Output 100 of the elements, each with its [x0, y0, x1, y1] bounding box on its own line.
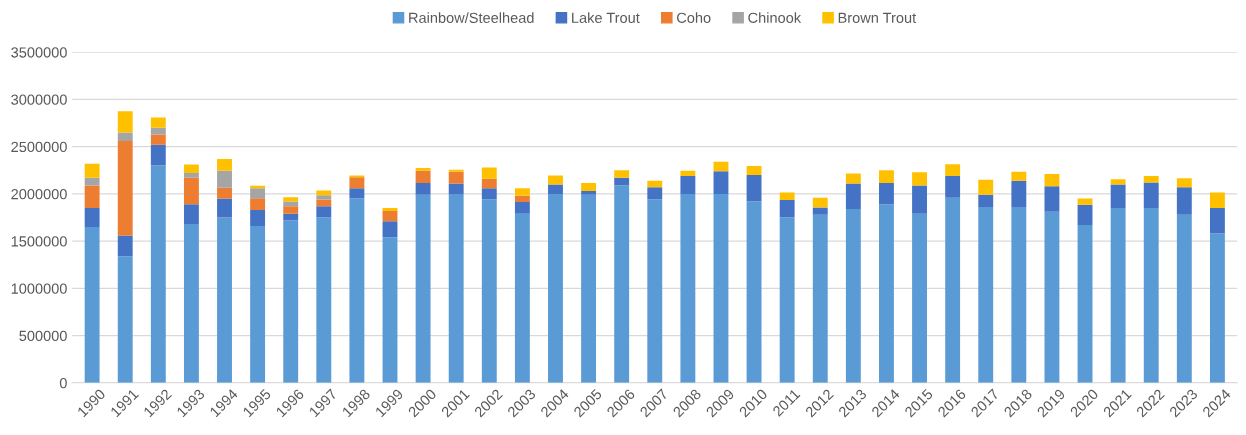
bar	[250, 188, 266, 199]
bar	[316, 199, 332, 207]
bar	[1176, 214, 1192, 383]
bar	[647, 187, 663, 200]
bar	[84, 163, 100, 178]
bar	[250, 226, 266, 383]
bar	[415, 194, 431, 383]
bar	[514, 213, 530, 383]
bar	[812, 214, 828, 383]
bar	[746, 166, 762, 175]
bar	[945, 164, 961, 176]
bar	[614, 170, 630, 178]
bar	[448, 171, 464, 184]
legend-label: Brown Trout	[838, 12, 917, 23]
bar	[349, 188, 365, 199]
bar	[448, 193, 464, 383]
bar	[1011, 207, 1027, 383]
bar	[845, 183, 861, 209]
bar	[117, 132, 133, 141]
bar	[779, 192, 795, 201]
bar	[746, 174, 762, 202]
bar	[316, 206, 332, 218]
legend-label: Coho	[677, 12, 711, 23]
bar	[779, 217, 795, 383]
bar	[945, 175, 961, 198]
bar	[84, 226, 100, 383]
bar	[614, 185, 630, 383]
bar	[183, 164, 199, 174]
bar	[680, 170, 696, 176]
bar	[581, 191, 597, 195]
bar	[283, 213, 299, 221]
bar	[382, 210, 398, 222]
bar	[1110, 179, 1126, 185]
bar	[1077, 225, 1093, 383]
bar	[978, 207, 994, 383]
legend-label: Lake Trout	[572, 12, 640, 23]
bar	[647, 180, 663, 188]
bar	[845, 209, 861, 383]
bar	[680, 175, 696, 194]
bar	[779, 200, 795, 218]
bar	[283, 201, 299, 207]
bar	[150, 165, 166, 383]
bar	[183, 204, 199, 225]
bar	[217, 158, 232, 171]
bar	[1143, 182, 1159, 209]
bar	[481, 167, 497, 179]
bar	[1110, 184, 1126, 209]
bar	[382, 208, 398, 211]
bar	[150, 144, 166, 166]
bar	[978, 194, 994, 208]
legend-label: Chinook	[748, 12, 802, 23]
bar	[250, 198, 266, 210]
bar	[117, 111, 133, 133]
bar	[581, 194, 597, 383]
bar	[117, 140, 133, 236]
bar	[217, 217, 232, 383]
bar	[316, 217, 332, 383]
y-tick-label: 2500000	[11, 141, 67, 153]
bar	[481, 188, 497, 200]
bar	[1209, 192, 1225, 209]
bar	[283, 206, 299, 214]
bar	[448, 183, 464, 194]
bar	[581, 183, 597, 192]
bar	[117, 256, 133, 383]
bar	[1209, 233, 1225, 383]
bar	[1176, 187, 1192, 215]
bar	[481, 178, 497, 189]
y-tick-label: 2000000	[11, 188, 67, 200]
bar	[680, 193, 696, 383]
bar	[217, 198, 232, 218]
bar	[415, 183, 431, 195]
bar	[183, 173, 199, 178]
bar	[283, 197, 299, 202]
bar	[713, 171, 729, 194]
bar	[117, 235, 133, 257]
bar	[614, 177, 630, 186]
bar	[978, 179, 994, 195]
bar	[183, 224, 199, 383]
bar	[912, 172, 927, 186]
bar	[945, 197, 961, 383]
bar	[1143, 208, 1159, 383]
bar	[1044, 174, 1060, 187]
bar	[647, 199, 663, 383]
bar	[514, 188, 530, 196]
bar	[879, 183, 894, 205]
bar	[349, 198, 365, 383]
bar	[879, 204, 894, 383]
bar	[415, 170, 431, 184]
y-tick-label: 1500000	[11, 236, 67, 247]
bar	[548, 175, 563, 185]
y-tick-label: 3000000	[11, 94, 67, 105]
bar	[316, 195, 332, 200]
bar	[1176, 178, 1192, 188]
bar	[1011, 180, 1027, 208]
bar	[250, 209, 266, 226]
bar	[1110, 208, 1126, 383]
bar	[84, 185, 100, 209]
bar	[84, 177, 100, 186]
bar	[912, 185, 927, 214]
y-tick-label: 500000	[19, 330, 67, 341]
